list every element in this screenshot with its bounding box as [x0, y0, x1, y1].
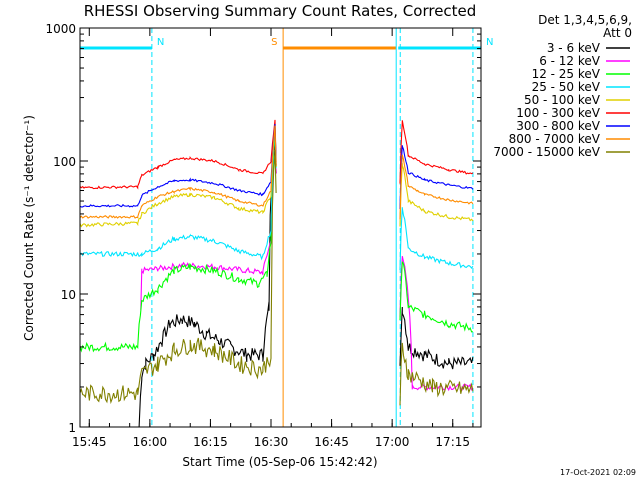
legend-label-3: 25 - 50 keV: [532, 80, 601, 94]
series-line-2: [79, 131, 474, 353]
x-tick-label-6: 17:15: [435, 435, 470, 449]
y-tick-label-2: 100: [53, 155, 76, 169]
chart-title: RHESSI Observing Summary Count Rates, Co…: [84, 2, 477, 20]
x-tick-label-0: 15:45: [72, 435, 107, 449]
y-tick-label-3: 1000: [45, 22, 76, 36]
legend-label-2: 12 - 25 keV: [532, 67, 601, 81]
legend-label-1: 6 - 12 keV: [539, 54, 601, 68]
y-tick-label-1: 10: [61, 288, 76, 302]
y-axis: 1 10 100 1000: [45, 22, 481, 435]
x-tick-label-5: 17:00: [375, 435, 410, 449]
x-tick-label-3: 16:30: [254, 435, 289, 449]
legend-label-6: 300 - 800 keV: [516, 119, 600, 133]
flag-label-0: N: [157, 37, 164, 48]
legend-label-7: 800 - 7000 keV: [509, 132, 601, 146]
series-line-4: [79, 124, 474, 228]
series-line-6: [79, 123, 474, 210]
x-tick-label-1: 16:00: [133, 435, 168, 449]
legend-label-8: 7000 - 15000 keV: [493, 145, 600, 159]
series-line-8: [79, 149, 474, 406]
x-tick-label-2: 16:15: [193, 435, 228, 449]
plot-frame: [79, 27, 482, 428]
flags-layer: N NS: [80, 37, 493, 50]
x-axis: 15:45 16:00 16:15 16:30 16:45 17:00 17:15: [72, 28, 474, 449]
x-tick-label-4: 16:45: [314, 435, 349, 449]
legend-label-4: 50 - 100 keV: [524, 93, 601, 107]
series-line-0: [138, 137, 474, 428]
flag-label-1: N: [486, 37, 493, 48]
legend-label-5: 100 - 300 keV: [516, 106, 600, 120]
y-tick-label-0: 1: [68, 421, 76, 435]
series-line-7: [79, 125, 474, 220]
legend-header-line-1: Det 1,3,4,5,6,9,: [538, 13, 632, 27]
legend-label-0: 3 - 6 keV: [547, 41, 601, 55]
legend-header-line-2: Att 0: [603, 26, 632, 40]
series-line-3: [80, 127, 474, 271]
flag-label-2: S: [271, 37, 277, 48]
x-axis-label: Start Time (05-Sep-06 15:42:42): [182, 455, 377, 469]
timestamp: 17-Oct-2021 02:09: [560, 468, 636, 477]
series-line-5: [79, 119, 474, 190]
series-layer: [79, 119, 474, 428]
y-axis-label: Corrected Count Rate (s⁻¹ detector⁻¹): [22, 115, 36, 341]
